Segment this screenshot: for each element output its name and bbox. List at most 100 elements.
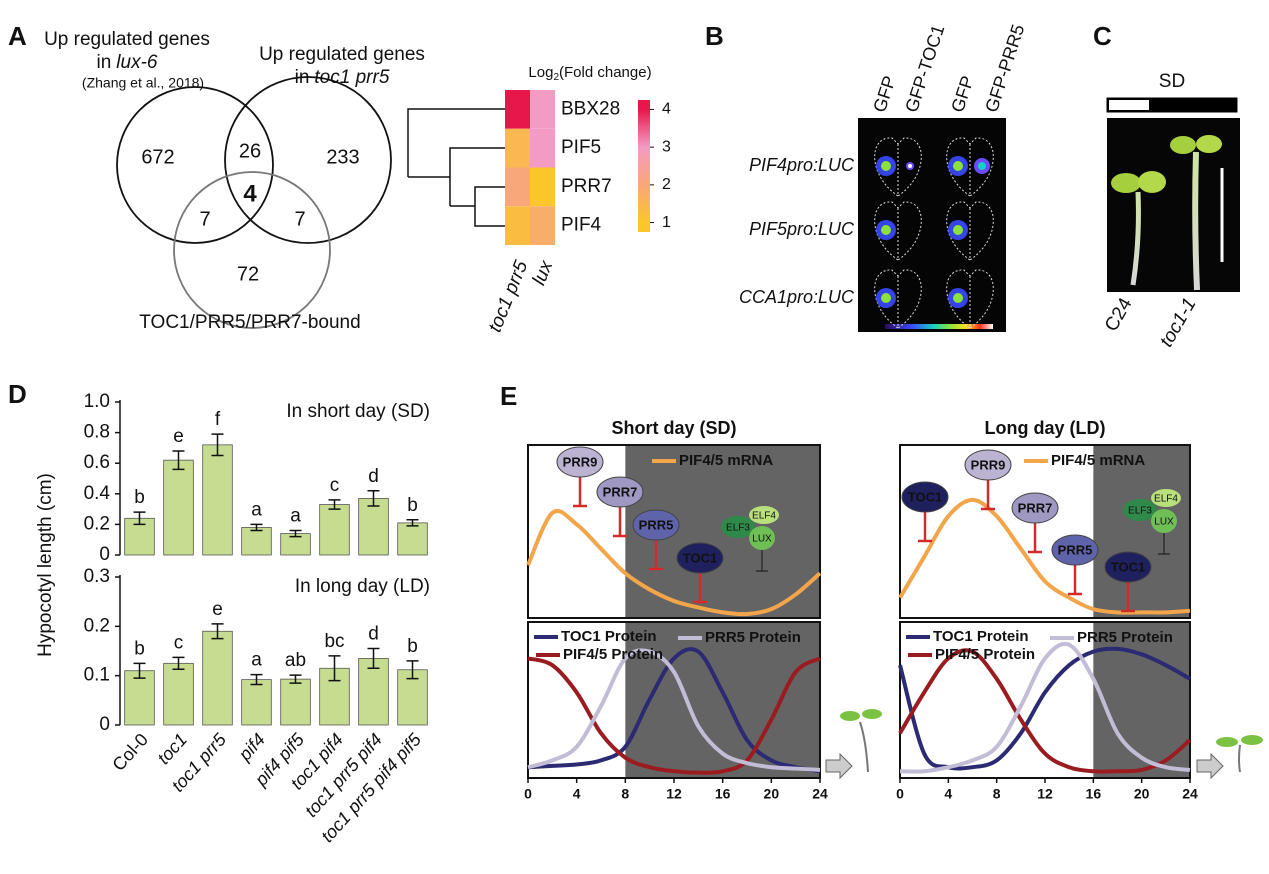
colorbar: [638, 100, 650, 232]
x-tick-label: 12: [666, 786, 682, 802]
complex-member: [749, 526, 775, 550]
heatmap-cell: [505, 206, 530, 245]
line: [527, 656, 821, 775]
luc-signal: [881, 225, 891, 235]
colorbar-label: 2: [662, 176, 671, 193]
error-bar: [133, 511, 146, 526]
venn-circle: [173, 171, 331, 329]
venn-count: 672: [141, 146, 174, 168]
y-tick-label: 0.3: [84, 566, 110, 587]
plot-frame: [899, 444, 1191, 619]
venn-genotype: toc1 prr5: [314, 67, 389, 88]
inhibition: [1158, 532, 1170, 555]
error-bar: [289, 529, 302, 538]
legend-label: PRR5 Protein: [705, 629, 801, 646]
legend-label: PIF4/5 Protein: [935, 646, 1035, 663]
colorbar-label: 3: [662, 138, 671, 155]
inhibition: [918, 511, 932, 543]
venn-set-label: Up regulated genes: [44, 29, 210, 50]
group-label: c: [174, 632, 184, 653]
bar: [358, 658, 389, 726]
legend-label: PRR5 Protein: [1077, 629, 1173, 646]
y-tick-label: 0.6: [84, 452, 110, 473]
genotype-label: C24: [1101, 294, 1137, 335]
regulator: [632, 509, 680, 541]
night-shade: [1093, 445, 1190, 618]
luc-colorbar: [885, 324, 993, 329]
complex-member: [1151, 509, 1177, 533]
bar: [319, 504, 350, 556]
venn-set-label: in lux-6: [97, 52, 158, 73]
y-tick-label: 0.1: [84, 665, 110, 686]
bar: [163, 662, 194, 726]
heatmap-cell: [505, 90, 530, 129]
inhibition: [756, 549, 768, 572]
bar: [241, 679, 272, 726]
regulator: [964, 449, 1012, 481]
y-tick-label: 0.8: [84, 422, 110, 443]
legend-label: PIF4/5 mRNA: [679, 452, 773, 469]
heatmap-cell: [505, 128, 530, 168]
bar: [202, 630, 233, 726]
group-label: b: [407, 636, 418, 657]
luc-signal: [978, 162, 986, 170]
luc-row-label: PIF5pro:LUC: [749, 219, 855, 239]
panel-label: A: [8, 21, 27, 51]
luc-signal: [881, 293, 891, 303]
regulator-label: PRR5: [639, 517, 674, 532]
y-tick-label: 0.2: [84, 513, 110, 534]
panel-label: D: [8, 379, 27, 409]
colorbar-label: 4: [662, 101, 671, 118]
inhibition: [1121, 581, 1135, 613]
group-label: d: [368, 624, 379, 645]
venn-prefix: in: [295, 67, 310, 88]
bar: [241, 527, 272, 556]
complex-label: ELF4: [1154, 494, 1178, 505]
group-label: f: [215, 409, 221, 430]
x-tick-label: 16: [715, 786, 731, 802]
line: [527, 648, 821, 772]
luc-row-label: PIF4pro:LUC: [749, 155, 855, 175]
title-part: Log: [528, 64, 553, 81]
y-axis-label: Hypocotyl length (cm): [35, 473, 56, 657]
bar: [202, 444, 233, 556]
legend-label: PIF4/5 Protein: [563, 646, 663, 663]
regulator-label: PRR9: [563, 454, 598, 469]
line: [899, 641, 1191, 774]
venn-set-label: in toc1 prr5: [295, 67, 390, 88]
x-tick-label: 4: [944, 786, 952, 802]
error-bar: [328, 655, 341, 682]
group-label: e: [212, 599, 223, 620]
luc-row-label: CCA1pro:LUC: [739, 287, 855, 307]
complex-label: ELF4: [752, 511, 776, 522]
venn-circle: [224, 76, 392, 244]
x-tick-label: pif4: [234, 729, 269, 765]
error-bar: [211, 623, 224, 640]
legend-label: TOC1 Protein: [933, 628, 1029, 645]
group-label: b: [134, 487, 145, 508]
chart-title: Long day (LD): [985, 418, 1106, 438]
luc-signal: [953, 225, 963, 235]
venn-circle: [116, 86, 274, 244]
legend-label: PIF4/5 mRNA: [1051, 452, 1145, 469]
heatmap-cell: [530, 90, 555, 129]
x-tick-label: 4: [573, 786, 581, 802]
inhibition: [649, 539, 663, 571]
colorbar-label: 1: [662, 214, 671, 231]
heatmap-title: Log2(Fold change): [528, 64, 651, 83]
heatmap-row-label: PIF4: [561, 215, 602, 236]
luc-signal: [881, 161, 891, 171]
x-tick-label: 8: [993, 786, 1001, 802]
error-bar: [250, 523, 263, 532]
group-label: a: [251, 499, 262, 520]
y-tick-label: 0.4: [84, 483, 111, 504]
dendrogram: [407, 108, 505, 227]
line: [898, 648, 1192, 774]
error-bar: [289, 674, 302, 684]
regulator-label: TOC1: [683, 550, 717, 565]
x-tick-label: 20: [1134, 786, 1150, 802]
x-tick-label: 16: [1086, 786, 1102, 802]
seedling-photo: [1111, 135, 1224, 291]
regulator-label: PRR7: [603, 484, 638, 499]
